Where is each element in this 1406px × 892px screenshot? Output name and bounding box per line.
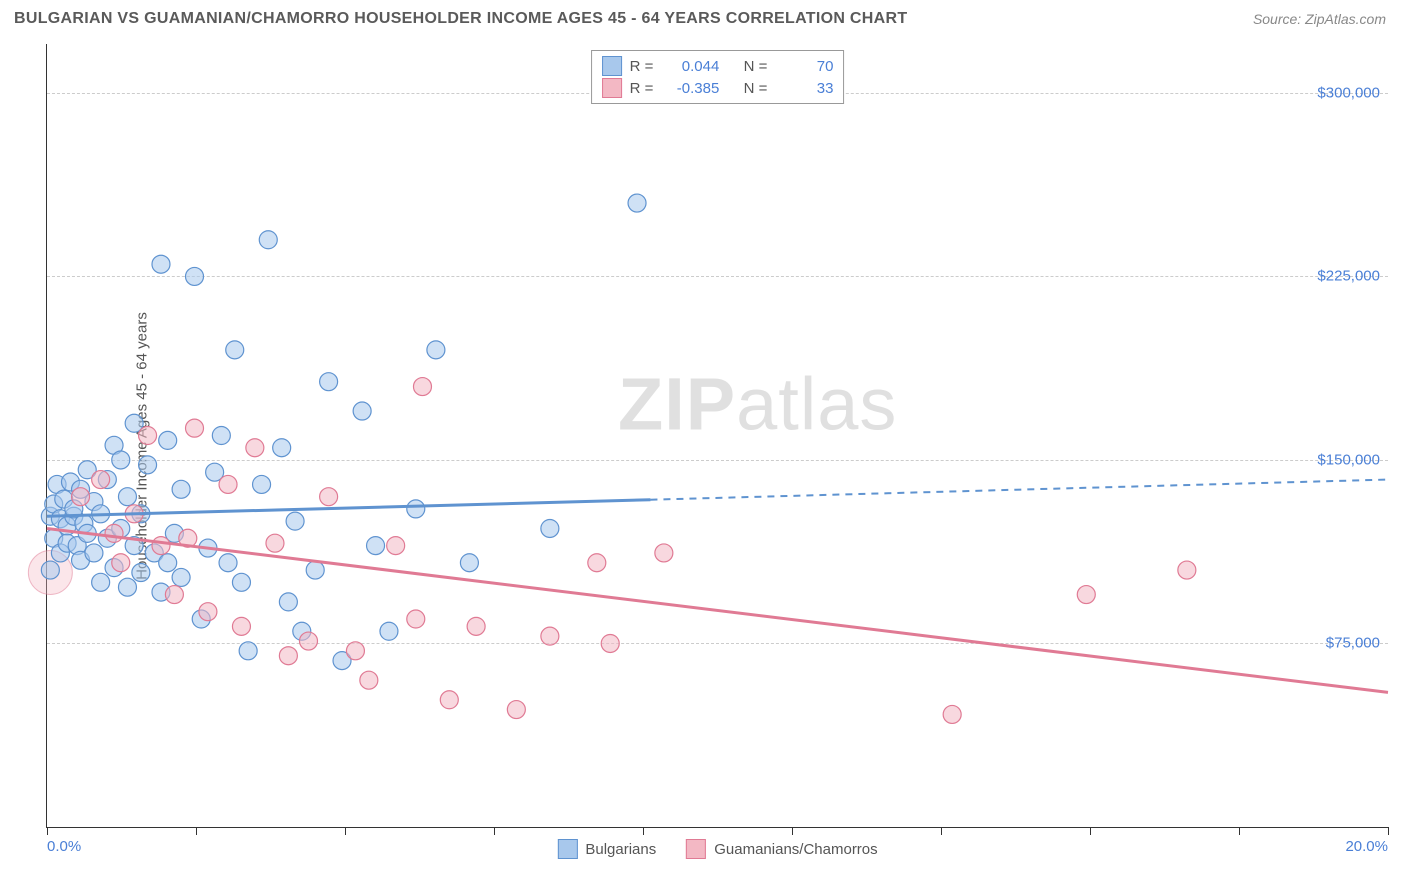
data-point: [246, 439, 264, 457]
data-point: [353, 402, 371, 420]
chart-title: BULGARIAN VS GUAMANIAN/CHAMORRO HOUSEHOL…: [14, 10, 907, 28]
data-point: [199, 603, 217, 621]
data-point: [541, 627, 559, 645]
r-value-1: -0.385: [661, 80, 719, 97]
data-point: [407, 610, 425, 628]
legend-row-series-0: R = 0.044 N = 70: [602, 55, 834, 77]
series-0-name: Bulgarians: [585, 841, 656, 858]
data-point: [139, 427, 157, 445]
data-point: [440, 691, 458, 709]
data-point: [159, 431, 177, 449]
trend-line-dashed: [650, 480, 1388, 500]
legend-item-0: Bulgarians: [557, 839, 656, 859]
x-axis-min-label: 0.0%: [47, 838, 81, 855]
data-point: [172, 568, 190, 586]
data-point: [387, 537, 405, 555]
legend-row-series-1: R = -0.385 N = 33: [602, 77, 834, 99]
data-point: [165, 586, 183, 604]
data-point: [186, 419, 204, 437]
data-point: [273, 439, 291, 457]
data-point: [306, 561, 324, 579]
data-point: [105, 524, 123, 542]
data-point: [467, 617, 485, 635]
data-point: [212, 427, 230, 445]
r-value-0: 0.044: [661, 58, 719, 75]
correlation-legend: R = 0.044 N = 70 R = -0.385 N = 33: [591, 50, 845, 104]
series-legend: Bulgarians Guamanians/Chamorros: [557, 839, 877, 859]
x-tick: [494, 827, 495, 835]
n-value-1: 33: [775, 80, 833, 97]
x-tick: [1388, 827, 1389, 835]
data-point: [628, 194, 646, 212]
scatter-svg: [47, 44, 1388, 827]
data-point: [152, 255, 170, 273]
data-point: [92, 573, 110, 591]
data-point: [360, 671, 378, 689]
swatch-series-1-bottom: [686, 839, 706, 859]
trend-line: [47, 528, 1388, 692]
data-point: [346, 642, 364, 660]
x-axis-max-label: 20.0%: [1345, 838, 1388, 855]
x-tick: [643, 827, 644, 835]
n-value-0: 70: [775, 58, 833, 75]
data-point: [139, 456, 157, 474]
x-tick: [792, 827, 793, 835]
x-tick: [941, 827, 942, 835]
source-attribution: Source: ZipAtlas.com: [1253, 11, 1386, 27]
data-point: [655, 544, 673, 562]
data-point: [286, 512, 304, 530]
data-point: [413, 378, 431, 396]
data-point: [72, 488, 90, 506]
data-point: [219, 554, 237, 572]
data-point: [232, 617, 250, 635]
data-point: [219, 475, 237, 493]
data-point: [41, 561, 59, 579]
data-point: [85, 544, 103, 562]
data-point: [232, 573, 250, 591]
data-point: [152, 537, 170, 555]
x-tick: [1090, 827, 1091, 835]
data-point: [541, 519, 559, 537]
data-point: [279, 647, 297, 665]
legend-item-1: Guamanians/Chamorros: [686, 839, 877, 859]
data-point: [159, 554, 177, 572]
data-point: [118, 488, 136, 506]
data-point: [943, 705, 961, 723]
chart-plot-area: ZIPatlas $75,000$150,000$225,000$300,000…: [46, 44, 1388, 828]
data-point: [279, 593, 297, 611]
data-point: [1178, 561, 1196, 579]
data-point: [1077, 586, 1095, 604]
series-1-name: Guamanians/Chamorros: [714, 841, 877, 858]
data-point: [407, 500, 425, 518]
data-point: [186, 267, 204, 285]
data-point: [266, 534, 284, 552]
swatch-series-1: [602, 78, 622, 98]
data-point: [367, 537, 385, 555]
data-point: [226, 341, 244, 359]
data-point: [92, 471, 110, 489]
data-point: [320, 373, 338, 391]
data-point: [380, 622, 398, 640]
data-point: [588, 554, 606, 572]
data-point: [320, 488, 338, 506]
data-point: [299, 632, 317, 650]
data-point: [601, 634, 619, 652]
data-point: [172, 480, 190, 498]
x-tick: [345, 827, 346, 835]
swatch-series-0: [602, 56, 622, 76]
data-point: [112, 554, 130, 572]
swatch-series-0-bottom: [557, 839, 577, 859]
data-point: [112, 451, 130, 469]
data-point: [253, 475, 271, 493]
data-point: [460, 554, 478, 572]
x-tick: [1239, 827, 1240, 835]
data-point: [427, 341, 445, 359]
data-point: [507, 701, 525, 719]
data-point: [118, 578, 136, 596]
x-tick: [196, 827, 197, 835]
data-point: [132, 564, 150, 582]
x-tick: [47, 827, 48, 835]
data-point: [259, 231, 277, 249]
data-point: [239, 642, 257, 660]
